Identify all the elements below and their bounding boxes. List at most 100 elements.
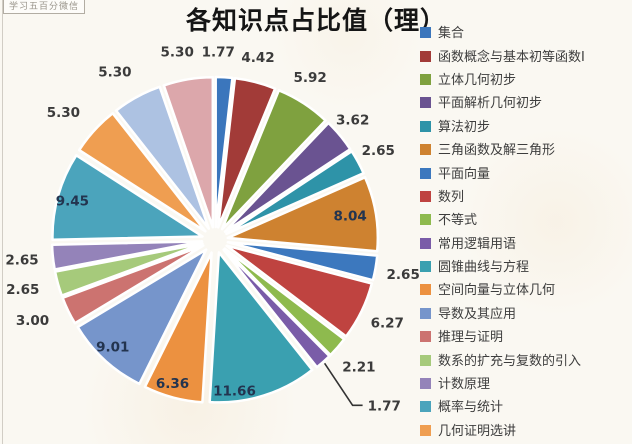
slice-value-label: 2.21 xyxy=(342,360,375,376)
slice-value-label: 1.77 xyxy=(202,44,235,60)
legend-item: 数系的扩充与复数的引入 xyxy=(420,348,632,371)
pie-slice xyxy=(226,176,379,253)
legend-swatch xyxy=(420,97,431,109)
chart-title: 各知识点占比值（理） xyxy=(185,6,446,35)
legend-label: 不等式 xyxy=(438,212,478,228)
legend-swatch xyxy=(420,424,431,436)
legend-label: 数系的扩充与复数的引入 xyxy=(438,352,582,368)
pie-slice xyxy=(208,251,314,404)
slice-value-label: 5.30 xyxy=(98,65,131,81)
legend-item: 圆锥曲线与方程 xyxy=(420,255,632,278)
slice-value-label: 9.01 xyxy=(96,340,129,356)
slice-value-label: 3.62 xyxy=(336,113,369,129)
legend-item: 概率与统计 xyxy=(420,395,632,418)
pie-slice xyxy=(223,247,346,357)
pie-slice xyxy=(225,150,365,236)
slice-value-label: 5.30 xyxy=(47,105,80,121)
slice-value-label: 5.30 xyxy=(161,45,194,61)
slice-value-label: 5.92 xyxy=(293,70,326,86)
legend-swatch xyxy=(420,73,431,85)
pie-slice xyxy=(216,77,277,229)
legend-item: 导数及其应用 xyxy=(420,302,632,325)
legend-item: 三角函数及解三角形 xyxy=(420,138,632,161)
legend-item: 函数概念与基本初等函数Ⅰ xyxy=(420,44,632,67)
slice-value-label: 2.65 xyxy=(387,267,420,283)
pie-slice xyxy=(50,240,204,271)
legend-item: 立体几何初步 xyxy=(420,68,632,91)
pie-slice xyxy=(225,244,374,338)
legend-label: 常用逻辑用语 xyxy=(438,235,517,251)
legend-item: 常用逻辑用语 xyxy=(420,232,632,255)
legend-label: 导数及其应用 xyxy=(438,305,517,321)
legend-label: 立体几何初步 xyxy=(438,71,517,87)
legend-label: 空间向量与立体几何 xyxy=(438,282,556,298)
pie-slice xyxy=(77,112,207,233)
legend-label: 算法初步 xyxy=(438,118,491,134)
legend-swatch xyxy=(420,144,431,156)
pie-slice xyxy=(162,75,215,229)
pie-slice xyxy=(222,248,331,369)
legend-item: 平面解析几何初步 xyxy=(420,91,632,114)
label-leader-line xyxy=(323,362,363,407)
legend-swatch xyxy=(420,237,431,249)
legend: 集合函数概念与基本初等函数Ⅰ 立体几何初步平面解析几何初步 算法初步三角函数及解三角… xyxy=(420,21,632,442)
legend-item: 集合 xyxy=(420,21,632,44)
slice-value-label: 6.27 xyxy=(371,315,404,331)
legend-item: 数列 xyxy=(420,185,632,208)
pie-slice xyxy=(53,242,204,297)
slice-value-label: 6.36 xyxy=(156,376,189,392)
legend-swatch xyxy=(420,331,431,343)
pie-chart: 1.77 4.42 5.92 3.62 2.65 8.04 2.65 6.27 2.21 1.77… xyxy=(5,44,420,414)
legend-label: 推理与证明 xyxy=(438,329,504,345)
legend-item: 平面向量 xyxy=(420,161,632,184)
legend-swatch xyxy=(420,27,431,39)
legend-swatch xyxy=(420,401,431,413)
legend-label: 计数原理 xyxy=(438,376,491,392)
pie-slice xyxy=(61,244,205,325)
slice-value-label: 2.65 xyxy=(362,143,395,159)
legend-swatch xyxy=(420,284,431,296)
legend-item: 空间向量与立体几何 xyxy=(420,278,632,301)
legend-swatch xyxy=(420,190,431,202)
slice-value-label: 9.45 xyxy=(56,194,89,210)
legend-swatch xyxy=(420,261,431,273)
slice-value-label: 3.00 xyxy=(16,313,49,329)
pie-slice xyxy=(114,85,211,230)
slice-value-label: 8.04 xyxy=(333,208,366,224)
legend-swatch xyxy=(420,307,431,319)
legend-item: 算法初步 xyxy=(420,115,632,138)
pie-slice xyxy=(76,248,208,386)
legend-label: 几何证明选讲 xyxy=(438,422,517,438)
legend-label: 圆锥曲线与方程 xyxy=(438,259,530,275)
slice-value-label: 2.65 xyxy=(5,253,38,269)
page-left-border xyxy=(2,0,3,444)
legend-label: 集合 xyxy=(438,25,465,41)
pie-slice xyxy=(214,75,234,229)
pie-slice xyxy=(226,240,379,282)
legend-swatch xyxy=(420,214,431,226)
legend-item: 计数原理 xyxy=(420,372,632,395)
pie-slice xyxy=(143,251,213,404)
pie-slice xyxy=(223,121,352,233)
legend-label: 三角函数及解三角形 xyxy=(438,142,556,158)
legend-label: 概率与统计 xyxy=(438,399,504,415)
pie-slice xyxy=(51,154,204,242)
slice-value-label: 1.77 xyxy=(368,398,401,414)
legend-swatch xyxy=(420,378,431,390)
legend-label: 平面向量 xyxy=(438,165,491,181)
watermark: 学习五百分微信 xyxy=(3,0,86,14)
legend-item: 几何证明选讲 xyxy=(420,419,632,442)
legend-label: 函数概念与基本初等函数Ⅰ xyxy=(438,48,585,64)
slice-value-label: 11.66 xyxy=(213,383,256,399)
pie-slice xyxy=(220,89,327,231)
slice-value-label: 4.42 xyxy=(241,50,274,66)
legend-label: 平面解析几何初步 xyxy=(438,95,543,111)
legend-swatch xyxy=(420,120,431,132)
legend-item: 推理与证明 xyxy=(420,325,632,348)
slice-value-label: 2.65 xyxy=(6,282,39,298)
legend-swatch xyxy=(420,354,431,366)
legend-swatch xyxy=(420,167,431,179)
legend-swatch xyxy=(420,50,431,62)
legend-label: 数列 xyxy=(438,188,465,204)
legend-item: 不等式 xyxy=(420,208,632,231)
